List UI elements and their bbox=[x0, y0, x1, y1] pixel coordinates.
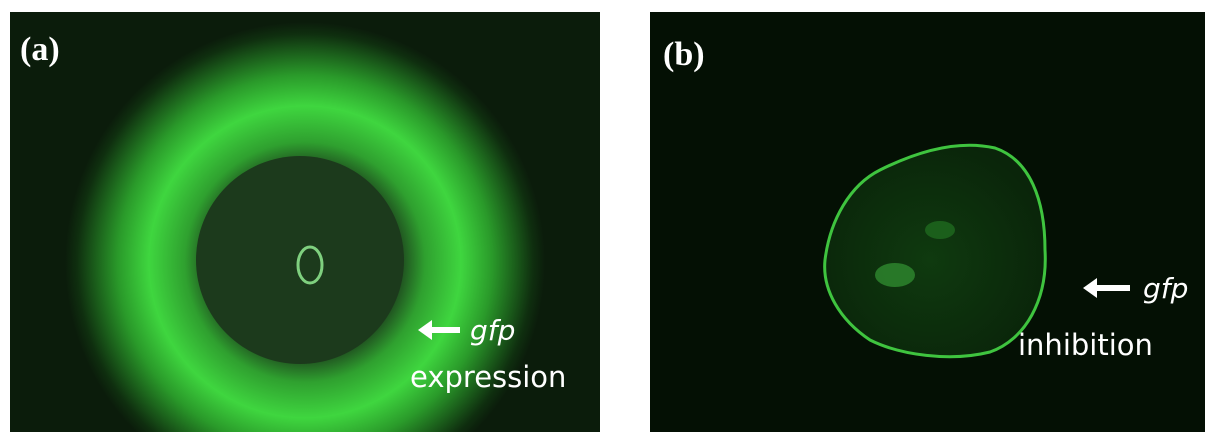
caption: inhibition bbox=[1018, 328, 1153, 362]
caption: expression bbox=[410, 360, 566, 394]
colony-core bbox=[196, 156, 404, 364]
panel-b: (b) gfp inhibition bbox=[650, 12, 1205, 432]
panel-label: (b) bbox=[663, 36, 705, 73]
gene-label: gfp bbox=[1143, 272, 1188, 305]
page: (a) gfp expression (b) gfp inhibition ((… bbox=[0, 0, 1208, 435]
figure: (a) gfp expression (b) gfp inhibition bbox=[0, 0, 1208, 435]
cell-detail bbox=[875, 263, 915, 287]
panel-label: (a) bbox=[20, 31, 60, 68]
gene-label: gfp bbox=[470, 314, 515, 347]
panel-a: (a) gfp expression bbox=[10, 12, 600, 432]
cell-detail bbox=[925, 221, 955, 239]
